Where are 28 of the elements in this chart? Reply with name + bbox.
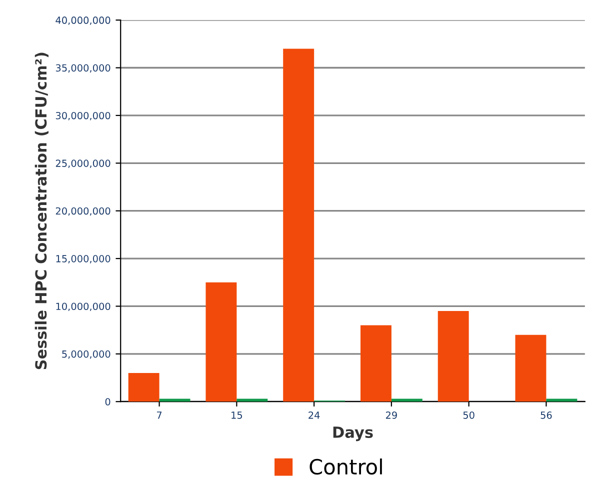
bar — [515, 334, 546, 402]
y-tick-label: 10,000,000 — [56, 302, 110, 312]
x-tick-label: 29 — [386, 411, 397, 419]
bar — [128, 372, 160, 402]
y-tick-label: 25,000,000 — [56, 160, 110, 168]
x-tick-label: 56 — [540, 411, 552, 419]
y-tick-label: 35,000,000 — [56, 64, 110, 73]
y-tick-label: 40,000,000 — [56, 16, 110, 25]
x-tick-label: 7 — [156, 412, 162, 419]
x-tick-label: 24 — [308, 411, 320, 419]
y-tick-label: 15,000,000 — [56, 255, 110, 264]
y-tick-label: 30,000,000 — [56, 112, 110, 120]
y-tick-label: 5,000,000 — [62, 350, 110, 359]
bar — [546, 398, 578, 402]
bar — [283, 48, 314, 402]
bar — [236, 398, 268, 402]
y-tick-label: 0 — [105, 398, 110, 406]
y-tick-label: 20,000,000 — [56, 207, 110, 216]
bar — [159, 398, 190, 402]
x-tick-label: 50 — [463, 411, 474, 419]
y-axis-title: Sessile HPC Concentration (CFU/cm²) — [34, 52, 48, 370]
bar — [206, 282, 237, 402]
x-tick-label: 15 — [232, 412, 242, 419]
legend-label: Control — [310, 458, 382, 475]
x-axis-title: Days — [333, 426, 373, 442]
bar — [360, 325, 392, 402]
bar — [438, 310, 469, 402]
bar — [391, 398, 422, 402]
